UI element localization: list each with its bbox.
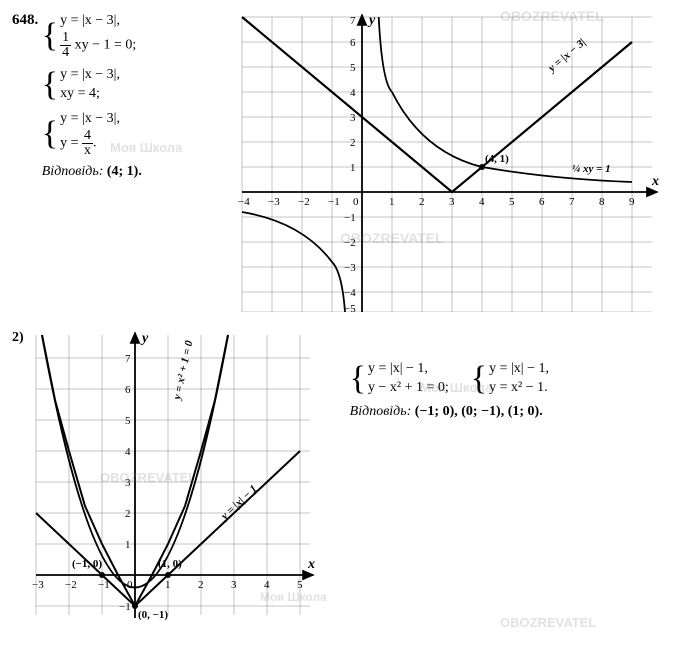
- svg-text:5: 5: [509, 196, 515, 208]
- system-5: { y = |x| − 1, y = x² − 1.: [471, 360, 549, 398]
- graph-1: x y −4−3−2−1 0 123456789 1234567 −1−2−3−…: [232, 12, 662, 312]
- eq-line: y = |x| − 1,: [368, 360, 449, 379]
- eq-line: xy = 4;: [60, 85, 120, 104]
- svg-text:0: 0: [353, 196, 359, 208]
- answer-value-2: (−1; 0), (0; −1), (1; 0).: [415, 404, 543, 419]
- svg-text:3: 3: [125, 477, 131, 489]
- eq-line: y = x² − 1.: [489, 379, 549, 398]
- svg-text:1: 1: [125, 539, 131, 551]
- problem-number: 648.: [12, 12, 38, 28]
- svg-text:2: 2: [350, 137, 356, 149]
- svg-text:2: 2: [125, 508, 131, 520]
- eq-line: y = |x − 3|,: [60, 110, 120, 129]
- part1-equations: 648. { y = |x − 3|, 14 xy − 1 = 0; { y =…: [12, 12, 232, 190]
- svg-text:6: 6: [350, 37, 356, 49]
- x-ticks-2: −3−2−10 12345: [32, 579, 303, 591]
- svg-text:4: 4: [264, 579, 270, 591]
- svg-text:6: 6: [125, 384, 131, 396]
- svg-text:3: 3: [449, 196, 455, 208]
- svg-text:4: 4: [125, 446, 131, 458]
- svg-text:4: 4: [350, 87, 356, 99]
- answer-1: Відповідь: (4; 1).: [42, 164, 142, 180]
- svg-text:1: 1: [165, 579, 171, 591]
- svg-text:−5: −5: [344, 303, 356, 312]
- pt-1: [99, 572, 105, 578]
- brace-icon: {: [350, 365, 366, 393]
- svg-text:9: 9: [629, 196, 635, 208]
- svg-text:−4: −4: [344, 287, 356, 299]
- svg-text:7: 7: [125, 353, 131, 365]
- pt1-label: (−1, 0): [72, 558, 102, 570]
- svg-text:−1: −1: [119, 601, 131, 613]
- eq-line: y = |x − 3|,: [60, 12, 136, 31]
- svg-text:−2: −2: [344, 237, 356, 249]
- svg-text:−1: −1: [328, 196, 340, 208]
- abs2-label: y = |x| − 1: [217, 483, 259, 524]
- x-ticks: −4 −3 −2 −1 0 1 2 3 4 5 6 7 8 9: [238, 196, 635, 208]
- part2-equations: { y = |x| − 1, y − x² + 1 = 0; { y = |x|…: [350, 360, 549, 420]
- brace-icon: {: [42, 120, 58, 148]
- svg-text:−3: −3: [268, 196, 280, 208]
- svg-text:−3: −3: [32, 579, 44, 591]
- svg-text:−4: −4: [238, 196, 250, 208]
- y-axis-label: y: [367, 13, 376, 28]
- x-axis-label-2: x: [307, 557, 315, 572]
- brace-icon: {: [42, 71, 58, 99]
- svg-text:−2: −2: [65, 579, 77, 591]
- eq-line: y = 4x.: [60, 129, 120, 158]
- system-2: { y = |x − 3|, xy = 4;: [42, 66, 142, 104]
- svg-text:2: 2: [419, 196, 425, 208]
- svg-text:8: 8: [599, 196, 605, 208]
- svg-text:−3: −3: [344, 262, 356, 274]
- svg-text:3: 3: [350, 112, 356, 124]
- svg-text:4: 4: [479, 196, 485, 208]
- part2-label: 2): [12, 330, 24, 346]
- svg-text:1: 1: [389, 196, 395, 208]
- eq-line: 14 xy − 1 = 0;: [60, 31, 136, 60]
- svg-text:5: 5: [125, 415, 131, 427]
- svg-text:2: 2: [198, 579, 204, 591]
- svg-text:7: 7: [569, 196, 575, 208]
- svg-text:−2: −2: [298, 196, 310, 208]
- brace-icon: {: [471, 365, 487, 393]
- intersection-label: (4, 1): [485, 153, 509, 165]
- svg-text:1: 1: [350, 162, 356, 174]
- svg-text:6: 6: [539, 196, 545, 208]
- part1-row: 648. { y = |x − 3|, 14 xy − 1 = 0; { y =…: [12, 12, 673, 312]
- svg-text:−1: −1: [344, 212, 356, 224]
- pt-2: [165, 572, 171, 578]
- svg-text:3: 3: [231, 579, 237, 591]
- graph-2: x y −3−2−10 12345 −11234567 (−1, 0) (1, …: [30, 330, 320, 620]
- y-ticks: 1 2 3 4 5 6 7 −1 −2 −3 −4 −5: [344, 15, 356, 312]
- abs-label: y = |x − 3|: [545, 36, 588, 75]
- grid-2: [36, 335, 310, 615]
- y-ticks-2: −1 1 2 3 4 5 6 7: [119, 353, 131, 613]
- x-axis-label: x: [651, 174, 659, 189]
- brace-icon: {: [42, 22, 58, 50]
- answer-2: Відповідь: (−1; 0), (0; −1), (1; 0).: [350, 404, 549, 420]
- eq-line: y − x² + 1 = 0;: [368, 379, 449, 398]
- y-axis-label-2: y: [140, 331, 149, 346]
- svg-text:7: 7: [350, 15, 356, 27]
- system-1: { y = |x − 3|, 14 xy − 1 = 0;: [42, 12, 142, 60]
- system-4: { y = |x| − 1, y − x² + 1 = 0;: [350, 360, 449, 398]
- system-3: { y = |x − 3|, y = 4x.: [42, 110, 142, 158]
- pt3-label: (0, −1): [138, 609, 168, 620]
- hyperbola-neg: [242, 212, 345, 312]
- answer-value: (4; 1).: [107, 164, 142, 179]
- eq-line: y = |x| − 1,: [489, 360, 549, 379]
- parabola-label: y = x² + 1 = 0: [170, 339, 195, 403]
- hyperbola-label: ¼ xy = 1: [572, 163, 611, 175]
- svg-text:5: 5: [297, 579, 303, 591]
- eq-line: y = |x − 3|,: [60, 66, 120, 85]
- svg-text:5: 5: [350, 62, 356, 74]
- part2-row: 2) x y −3−2−10 12345 −11234567: [12, 330, 673, 620]
- pt2-label: (1, 0): [158, 558, 182, 570]
